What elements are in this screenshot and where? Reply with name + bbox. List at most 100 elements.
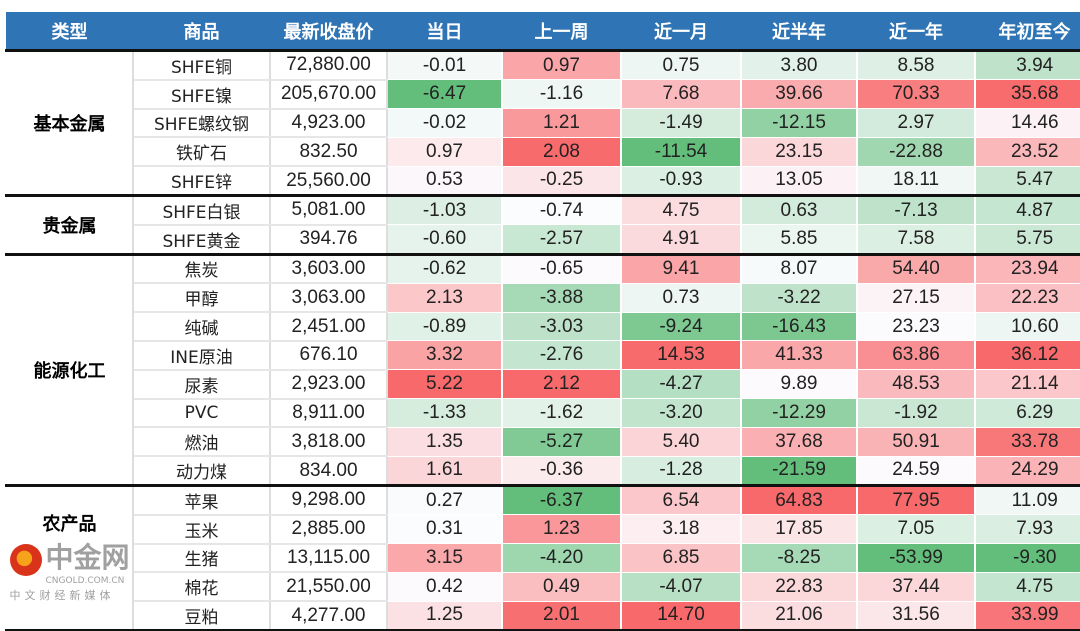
change-cell: 35.68 xyxy=(974,79,1080,110)
price-cell: 3,818.00 xyxy=(269,426,388,458)
change-cell: -1.92 xyxy=(856,398,976,428)
product-cell: SHFE白银 xyxy=(132,193,271,226)
change-cell: -4.20 xyxy=(501,543,622,573)
change-cell: 6.29 xyxy=(974,398,1080,428)
price-cell: 72,880.00 xyxy=(269,48,388,81)
change-cell: 22.83 xyxy=(740,571,858,602)
change-cell: -22.88 xyxy=(856,136,976,167)
change-cell: 0.73 xyxy=(620,282,742,313)
table-row: 贵金属 SHFE白银 5,081.00 -1.03 -0.74 4.75 0.63 -7.13… xyxy=(5,193,1080,255)
change-cell: 70.33 xyxy=(856,79,976,110)
table-row: SHFE螺纹钢 4,923.00 -0.02 1.21 -1.49 -12.15 2.97 1… xyxy=(6,108,1080,139)
change-cell: 7.58 xyxy=(856,224,976,255)
column-header: 近半年 xyxy=(741,12,857,52)
change-cell: 0.27 xyxy=(386,483,503,516)
change-cell: 5.40 xyxy=(620,426,742,457)
price-cell: 3,063.00 xyxy=(269,282,388,314)
change-cell: -4.07 xyxy=(620,571,742,602)
price-cell: 394.76 xyxy=(269,224,388,256)
product-cell: 尿素 xyxy=(132,369,271,400)
table-row: SHFE锌 25,560.00 0.53 -0.25 -0.93 13.05 18.11 5.… xyxy=(6,165,1080,197)
change-cell: 4.91 xyxy=(620,224,742,255)
price-cell: 834.00 xyxy=(269,455,388,487)
product-cell: 焦炭 xyxy=(132,252,271,285)
product-cell: SHFE黄金 xyxy=(132,224,271,256)
change-cell: -5.27 xyxy=(501,426,622,457)
change-cell: -0.25 xyxy=(501,165,622,196)
change-cell: 2.01 xyxy=(501,600,622,631)
price-cell: 4,277.00 xyxy=(269,600,388,631)
change-cell: -4.27 xyxy=(620,369,742,400)
cngold-watermark: 中金网 CNGOLD.COM.CN 中文财经新媒体 xyxy=(9,541,130,606)
change-cell: 8.07 xyxy=(740,252,858,284)
product-cell: 生猪 xyxy=(132,543,271,574)
table-row: 农产品 中金网 CNGOLD.COM.CN 中文财经新媒体 苹果 9,298.00… xyxy=(5,483,1080,631)
change-cell: -1.16 xyxy=(501,79,622,110)
change-cell: 17.85 xyxy=(740,514,858,545)
change-cell: -0.74 xyxy=(501,193,622,226)
category-cell: 农产品 中金网 CNGOLD.COM.CN 中文财经新媒体 xyxy=(5,483,134,631)
change-cell: 14.70 xyxy=(620,600,742,631)
change-cell: 33.78 xyxy=(974,426,1080,457)
change-cell: 11.09 xyxy=(974,483,1080,516)
category-label: 基本金属 xyxy=(33,113,106,135)
change-cell: -12.29 xyxy=(740,398,858,428)
table-row: 动力煤 834.00 1.61 -0.36 -1.28 -21.59 24.59 24.29 xyxy=(6,455,1080,487)
price-cell: 832.50 xyxy=(269,136,388,168)
change-cell: 22.23 xyxy=(974,282,1080,313)
change-cell: -0.65 xyxy=(501,252,622,284)
product-cell: SHFE锌 xyxy=(132,165,271,197)
change-cell: 77.95 xyxy=(856,483,976,516)
change-cell: 5.85 xyxy=(740,224,858,255)
change-cell: 6.85 xyxy=(620,543,742,573)
price-cell: 205,670.00 xyxy=(269,79,388,110)
table-row: PVC 8,911.00 -1.33 -1.62 -3.20 -12.29 -1.92 6.2… xyxy=(6,398,1080,429)
change-cell: -0.89 xyxy=(386,311,503,342)
change-cell: 50.91 xyxy=(856,426,976,457)
change-cell: -1.28 xyxy=(620,455,742,486)
change-cell: 3.80 xyxy=(740,48,858,81)
price-cell: 8,911.00 xyxy=(269,398,388,429)
change-cell: -1.62 xyxy=(501,398,622,428)
change-cell: -53.99 xyxy=(856,543,976,573)
change-cell: 36.12 xyxy=(974,340,1080,371)
table-row: SHFE镍 205,670.00 -6.47 -1.16 7.68 39.66 70.33 3… xyxy=(6,79,1080,110)
change-cell: -16.43 xyxy=(740,311,858,342)
change-cell: 48.53 xyxy=(856,369,976,400)
column-header: 年初至今 xyxy=(975,12,1080,52)
category-label: 贵金属 xyxy=(42,215,97,237)
change-cell: -0.93 xyxy=(620,165,742,196)
change-cell: 14.46 xyxy=(974,108,1080,138)
price-cell: 9,298.00 xyxy=(269,483,388,516)
commodity-performance-table: 类型 商品 最新收盘价 当日 上一周 近一月 近半年 近一年 年初至今 基本金属 SHFE铜 72,… xyxy=(5,12,1080,631)
category-cell: 基本金属 xyxy=(5,49,134,196)
change-cell: -1.49 xyxy=(620,108,742,138)
change-cell: 4.87 xyxy=(974,193,1080,226)
change-cell: 21.06 xyxy=(740,600,858,631)
change-cell: 2.97 xyxy=(856,108,976,138)
change-cell: 0.53 xyxy=(386,165,503,196)
price-cell: 4,923.00 xyxy=(269,108,388,139)
change-cell: 0.31 xyxy=(386,514,503,545)
change-cell: 64.83 xyxy=(740,483,858,516)
change-cell: -6.47 xyxy=(386,79,503,110)
change-cell: 10.60 xyxy=(974,311,1080,342)
change-cell: -0.62 xyxy=(386,252,503,284)
change-cell: 27.15 xyxy=(856,282,976,313)
change-cell: 23.15 xyxy=(740,136,858,167)
change-cell: -11.54 xyxy=(620,136,742,167)
change-cell: -9.30 xyxy=(974,543,1080,573)
change-cell: 1.35 xyxy=(386,426,503,457)
change-cell: 7.93 xyxy=(974,514,1080,545)
price-cell: 676.10 xyxy=(269,340,388,371)
change-cell: 3.32 xyxy=(386,340,503,371)
change-cell: 54.40 xyxy=(856,252,976,284)
change-cell: 9.41 xyxy=(620,252,742,284)
change-cell: 1.25 xyxy=(386,600,503,631)
column-header: 当日 xyxy=(387,12,502,52)
table-row: 尿素 2,923.00 5.22 2.12 -4.27 9.89 48.53 21.14 xyxy=(6,369,1080,400)
product-cell: 棉花 xyxy=(132,571,271,603)
table-row: 棉花 21,550.00 0.42 0.49 -4.07 22.83 37.44 4.75 xyxy=(6,571,1080,603)
table-row: 铁矿石 832.50 0.97 2.08 -11.54 23.15 -22.88 23.52 xyxy=(6,136,1080,168)
change-cell: 37.44 xyxy=(856,571,976,602)
